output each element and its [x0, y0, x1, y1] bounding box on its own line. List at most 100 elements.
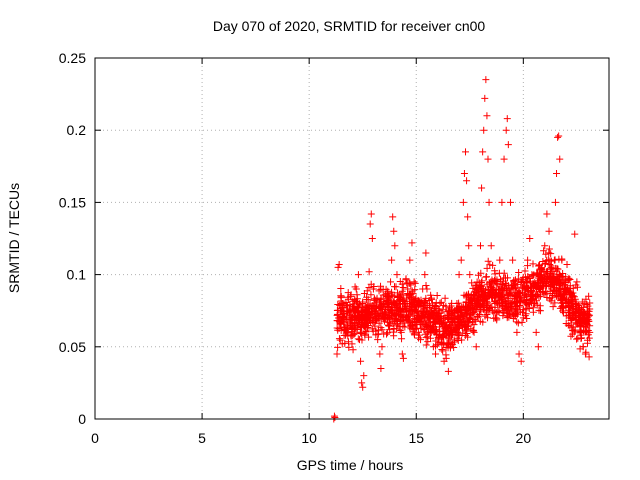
data-point: [585, 292, 593, 300]
data-point: [410, 298, 418, 306]
data-point: [384, 312, 392, 320]
data-point: [461, 317, 469, 325]
data-point: [563, 260, 571, 268]
data-point: [543, 268, 551, 276]
data-point: [513, 328, 521, 336]
data-point: [389, 328, 397, 336]
data-point: [516, 303, 524, 311]
data-point: [407, 281, 415, 289]
data-point: [439, 347, 447, 355]
data-point: [445, 307, 453, 315]
data-point: [489, 261, 497, 269]
data-point: [412, 307, 420, 315]
data-point: [491, 307, 499, 315]
data-point: [530, 299, 538, 307]
data-point: [348, 340, 356, 348]
data-point: [472, 303, 480, 311]
data-point: [510, 292, 518, 300]
data-point: [521, 285, 529, 293]
data-point: [350, 321, 358, 329]
data-point: [536, 292, 544, 300]
data-point: [581, 323, 589, 331]
data-point: [546, 257, 554, 265]
data-point: [331, 414, 339, 422]
data-point: [441, 294, 449, 302]
data-point: [414, 328, 422, 336]
data-point: [341, 325, 349, 333]
data-point: [425, 314, 433, 322]
data-point: [422, 294, 430, 302]
x-tick-label: 0: [91, 430, 99, 446]
data-point: [403, 313, 411, 321]
data-point: [364, 308, 372, 316]
chart-title: Day 070 of 2020, SRMTID for receiver cn0…: [213, 18, 486, 34]
data-point: [497, 281, 505, 289]
data-point: [426, 303, 434, 311]
data-point: [568, 330, 576, 338]
data-point: [398, 287, 406, 295]
x-tick-label: 5: [198, 430, 206, 446]
data-point: [532, 328, 540, 336]
data-point: [504, 291, 512, 299]
data-point: [427, 291, 435, 299]
data-point: [333, 350, 341, 358]
data-point: [339, 314, 347, 322]
data-point: [513, 298, 521, 306]
x-tick-label: 20: [516, 430, 532, 446]
data-point: [402, 295, 410, 303]
data-point: [464, 322, 472, 330]
data-point: [378, 312, 386, 320]
data-point: [549, 303, 557, 311]
data-point: [470, 328, 478, 336]
data-point: [444, 325, 452, 333]
data-point: [574, 320, 582, 328]
data-point: [518, 277, 526, 285]
data-point: [334, 263, 342, 271]
data-point: [372, 307, 380, 315]
data-point: [363, 314, 371, 322]
data-point: [361, 331, 369, 339]
data-point: [481, 94, 489, 102]
data-point: [465, 242, 473, 250]
data-point: [482, 273, 490, 281]
data-point: [475, 311, 483, 319]
data-point: [572, 281, 580, 289]
data-point: [484, 155, 492, 163]
data-point: [484, 257, 492, 265]
data-point: [476, 306, 484, 314]
data-point: [512, 293, 520, 301]
data-point: [470, 327, 478, 335]
data-point: [466, 271, 474, 279]
data-point: [386, 326, 394, 334]
data-point: [382, 302, 390, 310]
data-point: [545, 227, 553, 235]
data-point: [470, 308, 478, 316]
data-point: [581, 350, 589, 358]
data-point: [350, 300, 358, 308]
data-point: [337, 284, 345, 292]
data-point: [396, 295, 404, 303]
data-point: [497, 275, 505, 283]
data-point: [520, 282, 528, 290]
data-point: [391, 242, 399, 250]
data-point: [550, 256, 558, 264]
data-point: [457, 313, 465, 321]
data-point: [351, 297, 359, 305]
data-point: [573, 335, 581, 343]
data-point: [423, 285, 431, 293]
data-point: [447, 311, 455, 319]
data-point: [392, 283, 400, 291]
data-point: [450, 325, 458, 333]
data-point: [547, 263, 555, 271]
data-point: [354, 271, 362, 279]
scatter-points: [330, 76, 594, 423]
data-point: [496, 286, 504, 294]
data-point: [501, 298, 509, 306]
data-point: [462, 306, 470, 314]
data-point: [494, 308, 502, 316]
data-point: [422, 334, 430, 342]
data-point: [555, 255, 563, 263]
data-point: [502, 126, 510, 134]
data-point: [477, 307, 485, 315]
data-point: [407, 321, 415, 329]
